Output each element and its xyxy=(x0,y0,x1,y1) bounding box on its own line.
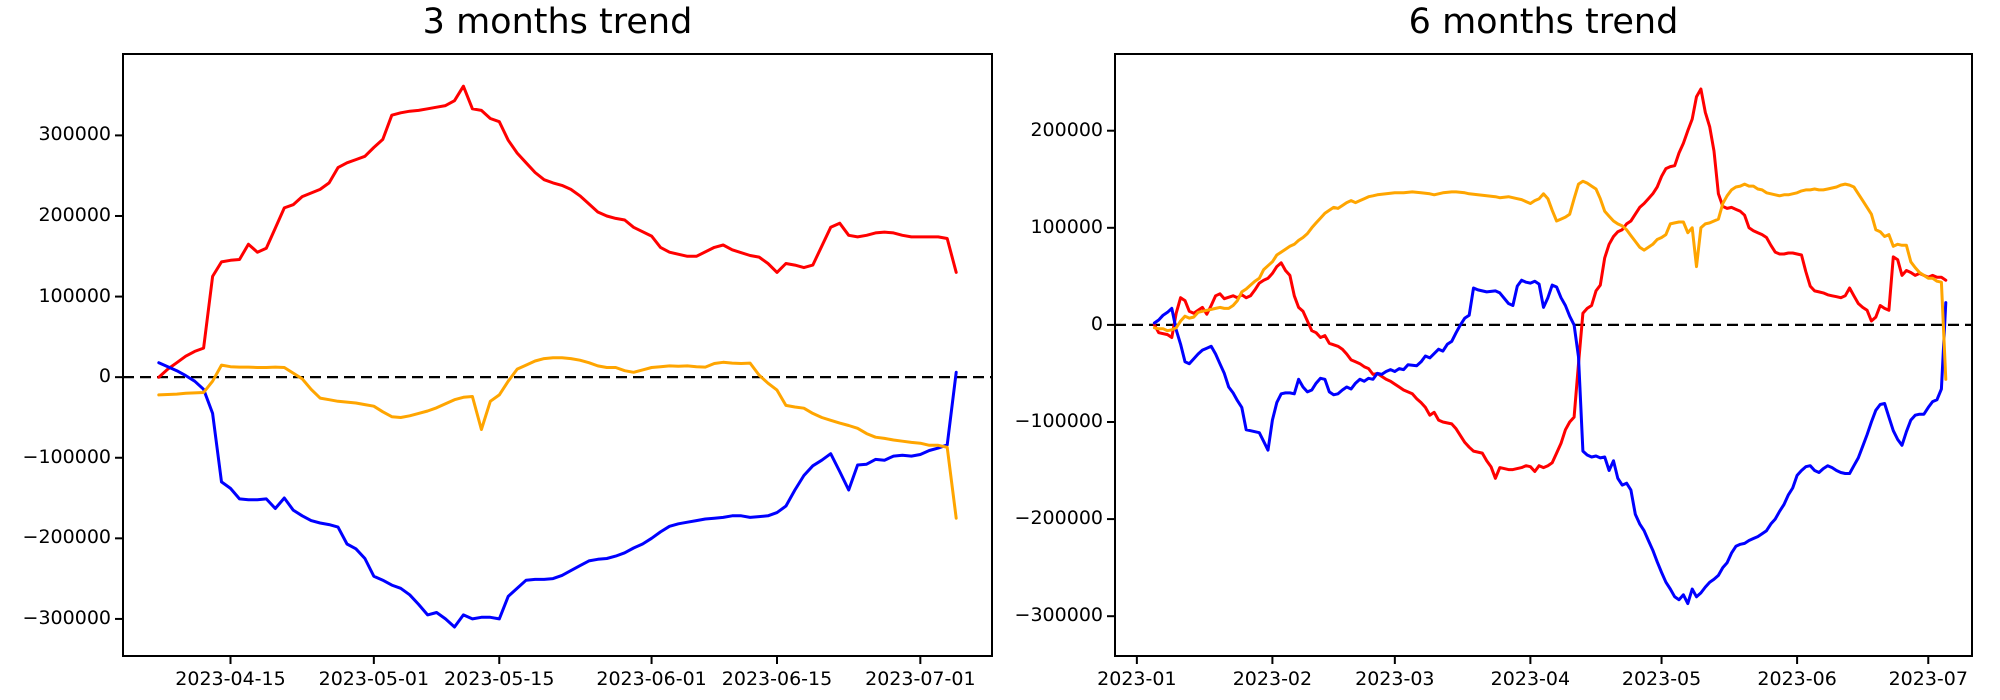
x-tick-label: 2023-03 xyxy=(1355,668,1435,690)
series-orange-line xyxy=(1152,179,1948,381)
chart-title-right: 6 months trend xyxy=(1408,2,1679,42)
y-tick-label: −300000 xyxy=(22,606,111,629)
x-tick-label: 2023-05 xyxy=(1621,668,1702,690)
plot-border xyxy=(1114,53,1973,657)
y-tick-label: −200000 xyxy=(22,526,111,549)
x-tick-label: 2023-06 xyxy=(1757,668,1837,690)
y-tick-label: 100000 xyxy=(38,284,111,307)
series-blue-line xyxy=(157,361,958,629)
y-tick-label: −300000 xyxy=(1014,604,1103,627)
x-tick-label: 2023-07 xyxy=(1888,668,1968,690)
y-tick-label: 200000 xyxy=(38,203,111,226)
y-tick-label: −200000 xyxy=(1014,507,1103,530)
series-red-line xyxy=(1152,87,1948,480)
series-red-line xyxy=(157,84,958,379)
x-tick-label: 2023-04-15 xyxy=(175,668,286,690)
x-tick-label: 2023-05-15 xyxy=(444,668,555,690)
plot-border xyxy=(122,53,993,657)
y-tick-label: 0 xyxy=(1090,312,1103,335)
y-tick-label: 0 xyxy=(98,365,111,388)
y-tick-label: 200000 xyxy=(1030,118,1103,141)
series-blue-line xyxy=(1152,278,1948,606)
series-orange-line xyxy=(157,356,958,520)
x-tick-label: 2023-06-15 xyxy=(721,668,833,690)
y-tick-label: −100000 xyxy=(22,445,111,468)
y-tick-label: 100000 xyxy=(1030,215,1103,238)
chart-title-left: 3 months trend xyxy=(422,2,693,42)
x-tick-label: 2023-02 xyxy=(1232,668,1313,690)
x-tick-label: 2023-04 xyxy=(1490,668,1571,690)
x-tick-label: 2023-05-01 xyxy=(318,668,430,690)
y-tick-label: 300000 xyxy=(38,123,111,146)
y-tick-label: −100000 xyxy=(1014,409,1103,432)
x-tick-label: 2023-06-01 xyxy=(596,668,707,690)
x-tick-label: 2023-07-01 xyxy=(865,668,976,690)
x-tick-label: 2023-01 xyxy=(1097,668,1177,690)
